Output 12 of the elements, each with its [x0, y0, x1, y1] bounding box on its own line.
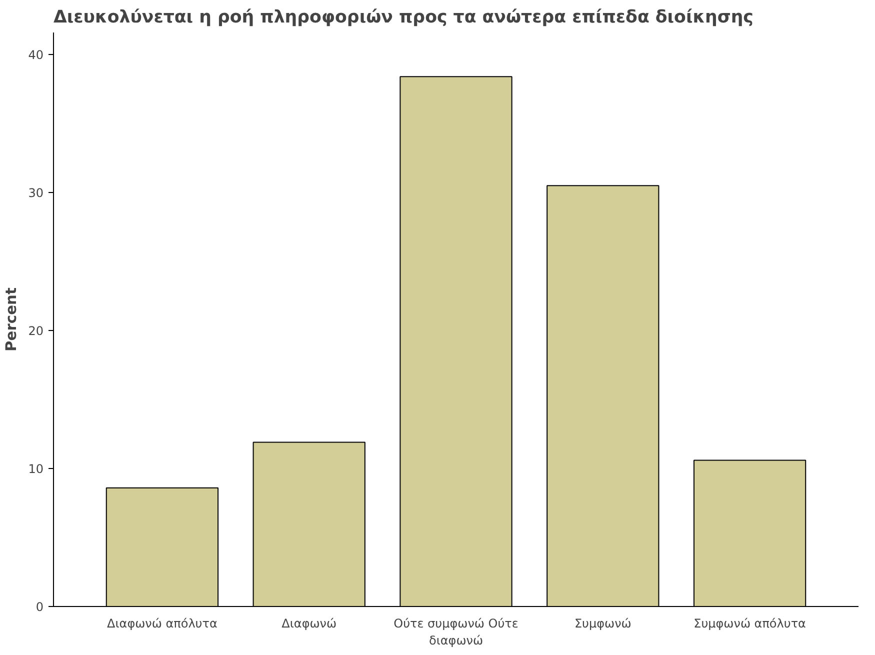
x-tick-label: Διαφωνώ απόλυτα: [107, 616, 218, 630]
x-tick-label: Ούτε συμφωνώ Ούτε διαφωνώ: [394, 616, 518, 648]
x-tick-label: Συμφωνώ απόλυτα: [694, 616, 806, 630]
y-tick-label: 10: [28, 462, 44, 476]
y-axis-title: Percent: [3, 288, 20, 352]
x-tick-label: Διαφωνώ: [282, 616, 337, 630]
y-tick-label: 0: [36, 600, 44, 614]
y-tick-label: 20: [28, 324, 44, 338]
x-tick-label: Συμφωνώ: [574, 616, 632, 630]
chart-title: Διευκολύνεται η ροή πληροφοριών προς τα ανώτερα επίπεδα διοίκησης: [54, 8, 754, 28]
y-tick-label: 40: [28, 48, 44, 62]
y-tick-label: 30: [28, 186, 44, 200]
